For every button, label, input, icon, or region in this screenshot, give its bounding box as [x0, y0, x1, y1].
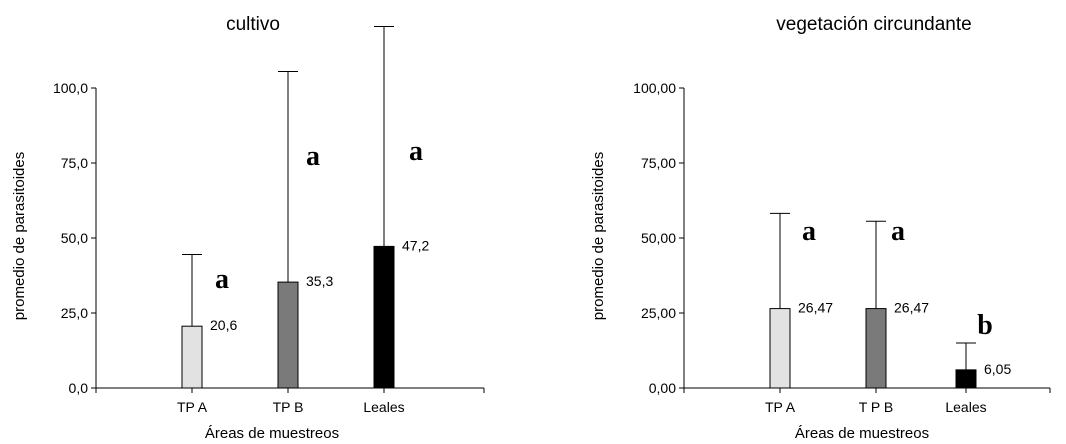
chart1-y-tick-label: 50,0 — [61, 230, 88, 246]
chart1-y-tick-label: 75,0 — [61, 155, 88, 171]
chart1-significance-letter: a — [215, 264, 229, 295]
chart2-data-label: 26,47 — [894, 300, 929, 316]
chart1-y-tick-label: 0,0 — [69, 380, 89, 396]
chart2-y-tick-label: 100,00 — [633, 80, 676, 96]
chart2-bar — [865, 308, 887, 389]
chart2-x-tick-label: T P B — [859, 399, 894, 415]
chart1-data-label: 35,3 — [306, 273, 333, 289]
chart2-data-label: 26,47 — [798, 300, 833, 316]
chart2-y-tick-label: 75,00 — [641, 155, 676, 171]
chart1-data-label: 20,6 — [210, 317, 237, 333]
chart1-bar — [277, 281, 299, 389]
chart1-title: cultivo — [226, 14, 280, 35]
chart2-y-tick-label: 50,00 — [641, 230, 676, 246]
chart1-x-tick-label: Leales — [363, 399, 404, 415]
chart1-y-axis-label: promedio de parasitoides — [11, 152, 28, 320]
chart2-y-axis-label: promedio de parasitoides — [590, 152, 607, 320]
chart2-title: vegetación circundante — [776, 14, 971, 35]
chart1-significance-letter: a — [409, 136, 423, 167]
chart1-x-axis-label: Áreas de muestreos — [205, 425, 339, 442]
chart2-data-label: 6,05 — [984, 361, 1011, 377]
chart1-bar — [181, 325, 203, 389]
chart1-x-tick-label: TP B — [273, 399, 304, 415]
chart2-bar — [769, 308, 791, 389]
chart2-x-tick-label: TP A — [765, 399, 796, 415]
chart1-bar — [373, 245, 395, 389]
chart1-significance-letter: a — [306, 141, 320, 172]
chart1-data-label: 47,2 — [402, 237, 429, 253]
chart2-y-tick-label: 0,00 — [649, 380, 676, 396]
chart1-x-tick-label: TP A — [177, 399, 208, 415]
chart2-significance-letter: a — [891, 216, 905, 247]
chart2-bar — [955, 369, 977, 389]
chart1-y-tick-label: 100,0 — [53, 80, 88, 96]
chart2-x-tick-label: Leales — [945, 399, 986, 415]
chart1-y-tick-label: 25,0 — [61, 305, 88, 321]
chart2-y-tick-label: 25,00 — [641, 305, 676, 321]
chart2-significance-letter: b — [977, 310, 993, 341]
chart2-significance-letter: a — [802, 216, 816, 247]
chart2-x-axis-label: Áreas de muestreos — [795, 425, 929, 442]
